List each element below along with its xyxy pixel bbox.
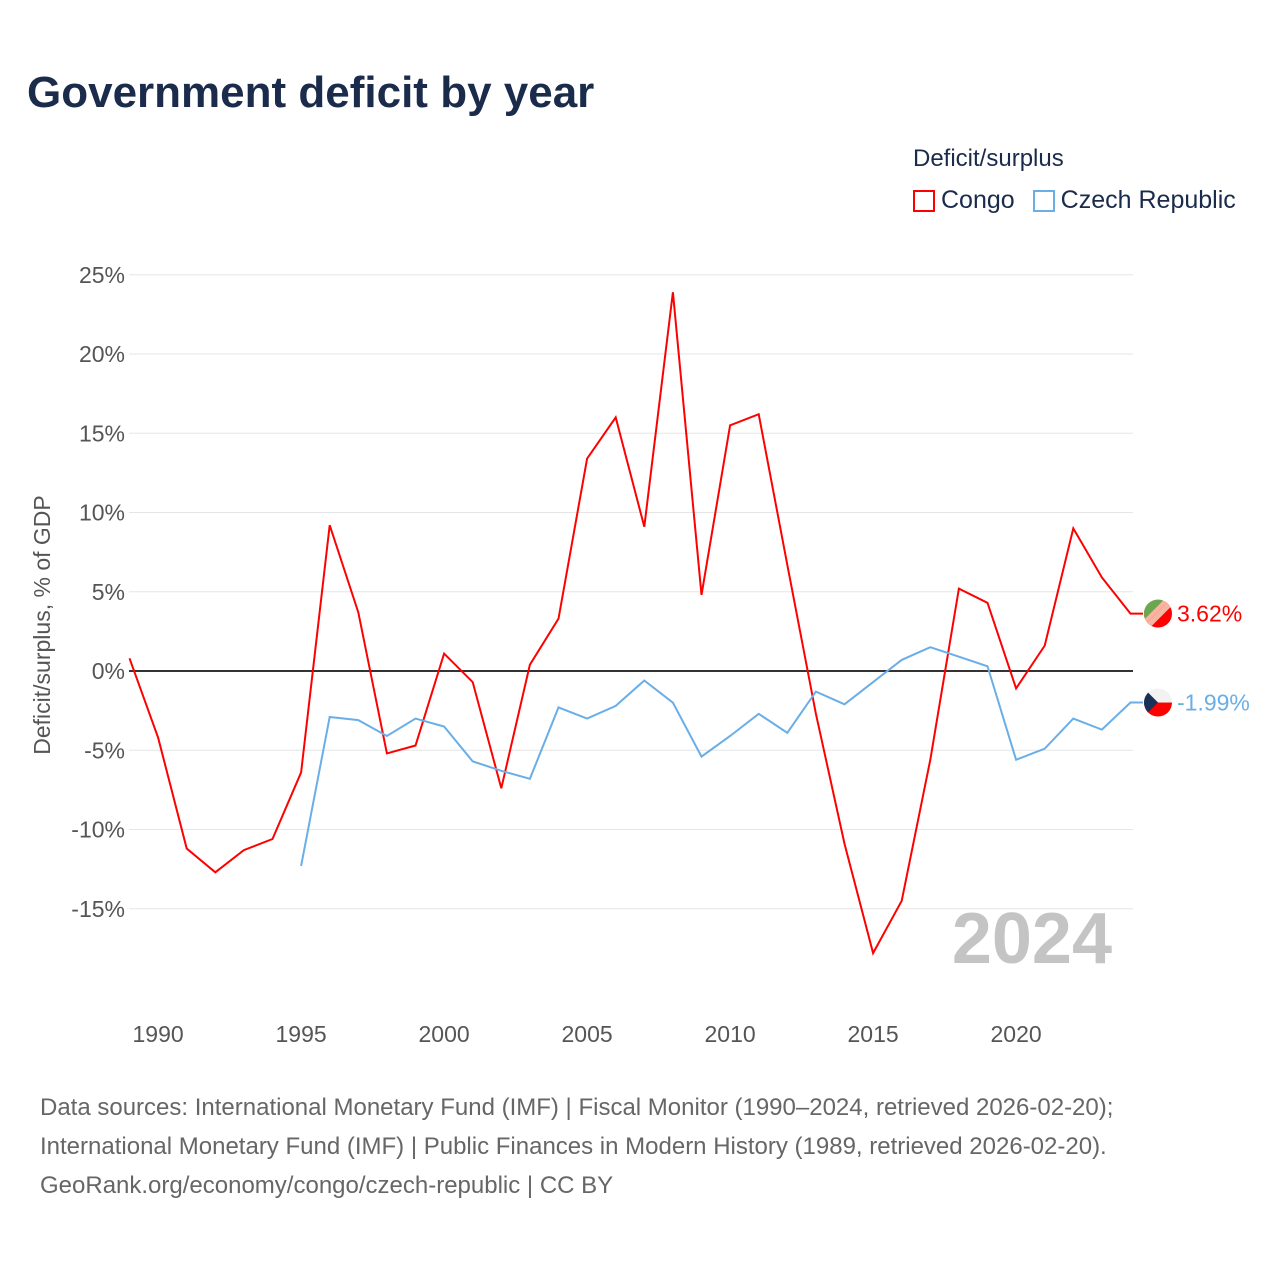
czech-flag-icon — [1144, 688, 1172, 717]
y-tick-label: -5% — [84, 737, 125, 763]
x-tick-label: 2010 — [705, 1021, 756, 1047]
congo-flag-icon — [1144, 599, 1172, 628]
y-tick-label: 20% — [79, 341, 125, 367]
y-tick-label: -10% — [71, 817, 125, 843]
series-line-czech-republic[interactable] — [300, 646, 1143, 867]
footer-line-3[interactable]: GeoRank.org/economy/congo/czech-republic… — [40, 1172, 614, 1199]
legend-swatch-czech-republic — [1032, 189, 1055, 212]
chart-title: Government deficit by year — [27, 68, 595, 117]
footer-line-1: Data sources: International Monetary Fun… — [40, 1094, 1114, 1121]
y-tick-label: 25% — [79, 262, 125, 288]
end-value-label: -1.99% — [1177, 690, 1250, 716]
legend-label-congo: Congo — [941, 186, 1015, 214]
x-tick-label: 2015 — [848, 1021, 899, 1047]
watermark-year: 2024 — [952, 899, 1112, 979]
y-tick-label: -15% — [71, 896, 125, 922]
x-tick-label: 2000 — [419, 1021, 470, 1047]
x-tick-label: 1990 — [133, 1021, 184, 1047]
legend-item-czech-republic[interactable]: Czech Republic — [1032, 186, 1236, 215]
x-tick-label: 2005 — [562, 1021, 613, 1047]
footer: Data sources: International Monetary Fun… — [40, 1088, 1113, 1205]
legend: Congo Czech Republic — [913, 186, 1236, 215]
y-axis-label: Deficit/surplus, % of GDP — [29, 495, 55, 754]
y-tick-label: 10% — [79, 500, 125, 526]
legend-title: Deficit/surplus — [913, 145, 1064, 172]
legend-label-czech-republic: Czech Republic — [1060, 186, 1236, 214]
y-tick-label: 15% — [79, 420, 125, 446]
legend-item-congo[interactable]: Congo — [913, 186, 1015, 215]
legend-swatch-congo — [913, 189, 935, 212]
end-value-label: 3.62% — [1177, 601, 1242, 627]
x-tick-label: 2020 — [991, 1021, 1042, 1047]
y-tick-label: 0% — [92, 658, 125, 684]
series-line-congo[interactable] — [128, 292, 1144, 956]
y-tick-label: 5% — [92, 579, 125, 605]
footer-line-2: International Monetary Fund (IMF) | Publ… — [40, 1133, 1107, 1160]
x-tick-label: 1995 — [276, 1021, 327, 1047]
